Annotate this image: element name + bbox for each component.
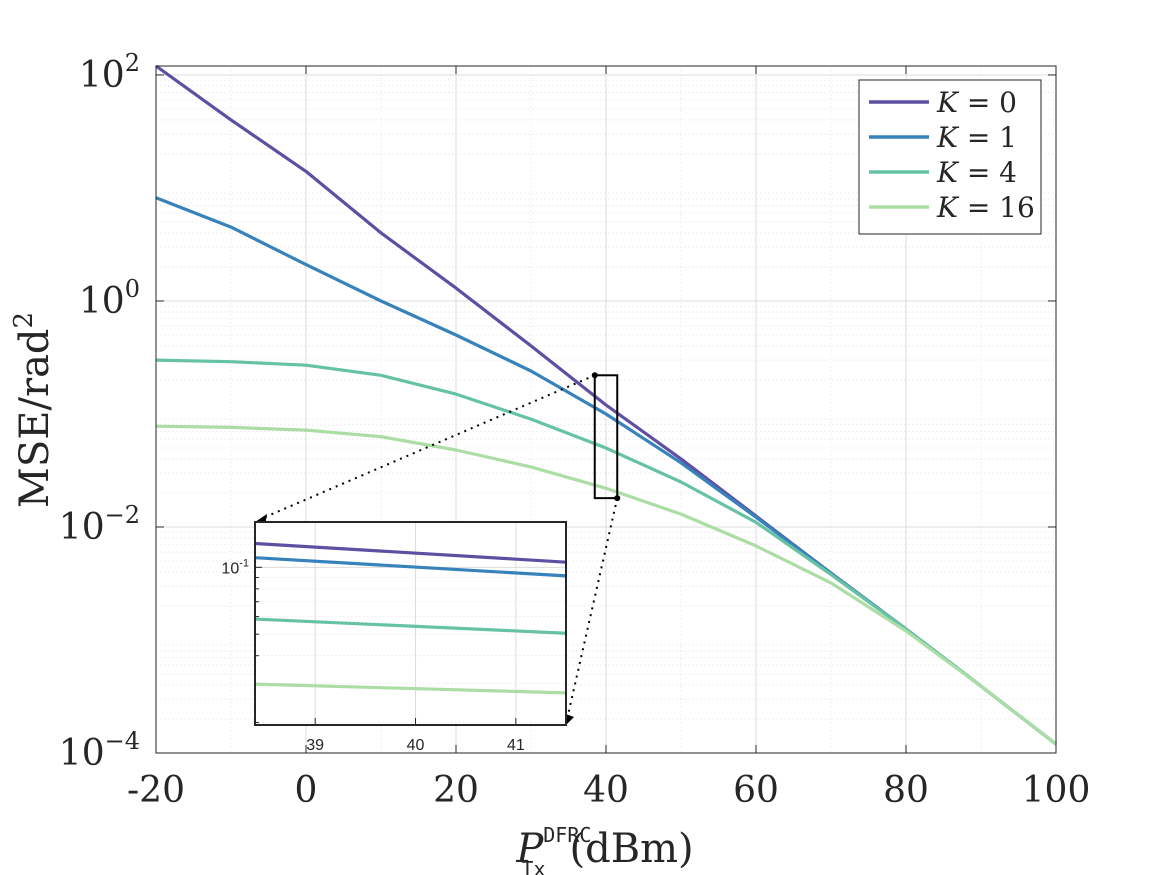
x-tick-label: 0 — [295, 770, 318, 811]
inset-series-line-k0 — [254, 541, 567, 564]
legend-label-k0: K = 0 — [936, 86, 1017, 119]
y-tick-label: 102 — [79, 49, 140, 96]
y-tick-label: 100 — [79, 275, 140, 322]
inset-y-tick-label: 10-1 — [221, 557, 249, 577]
legend-label-k4: K = 4 — [936, 156, 1017, 189]
x-tick-label: 60 — [733, 770, 779, 811]
legend: K = 0K = 1K = 4K = 16 — [858, 79, 1042, 235]
inset-series-line-k1 — [254, 556, 567, 578]
inset-series-line-k4 — [254, 617, 567, 635]
inset-x-tick-label: 39 — [306, 737, 324, 754]
series-lines — [155, 64, 1057, 746]
axis-ticks — [155, 66, 1057, 754]
legend-label-k16: K = 16 — [936, 191, 1035, 224]
zoom-inset: 10-1 39 40 41 — [221, 521, 567, 754]
inset-border — [254, 521, 567, 726]
x-tick-labels: -20 0 20 40 60 80 100 — [127, 770, 1090, 811]
y-tick-label: 10−4 — [59, 727, 140, 774]
y-axis-label: MSE/rad2 — [9, 312, 58, 508]
y-tick-label: 10−2 — [59, 501, 140, 548]
inset-x-tick-label: 41 — [507, 737, 525, 754]
x-tick-label: 40 — [583, 770, 629, 811]
inset-series-line-k16 — [254, 682, 567, 695]
x-tick-label: 100 — [1022, 770, 1091, 811]
inset-x-tick-label: 40 — [407, 737, 425, 754]
x-tick-label: -20 — [127, 770, 185, 811]
series-line-k16 — [155, 424, 1057, 746]
legend-label-k1: K = 1 — [936, 121, 1017, 154]
x-axis-label: PDFRC Tx (dBm) — [515, 823, 693, 875]
zoom-rectangle — [593, 374, 619, 500]
series-line-k4 — [155, 358, 1057, 746]
x-tick-label: 20 — [433, 770, 479, 811]
x-tick-label: 80 — [883, 770, 929, 811]
y-tick-labels: 10−4 10−2 100 102 — [59, 49, 140, 774]
